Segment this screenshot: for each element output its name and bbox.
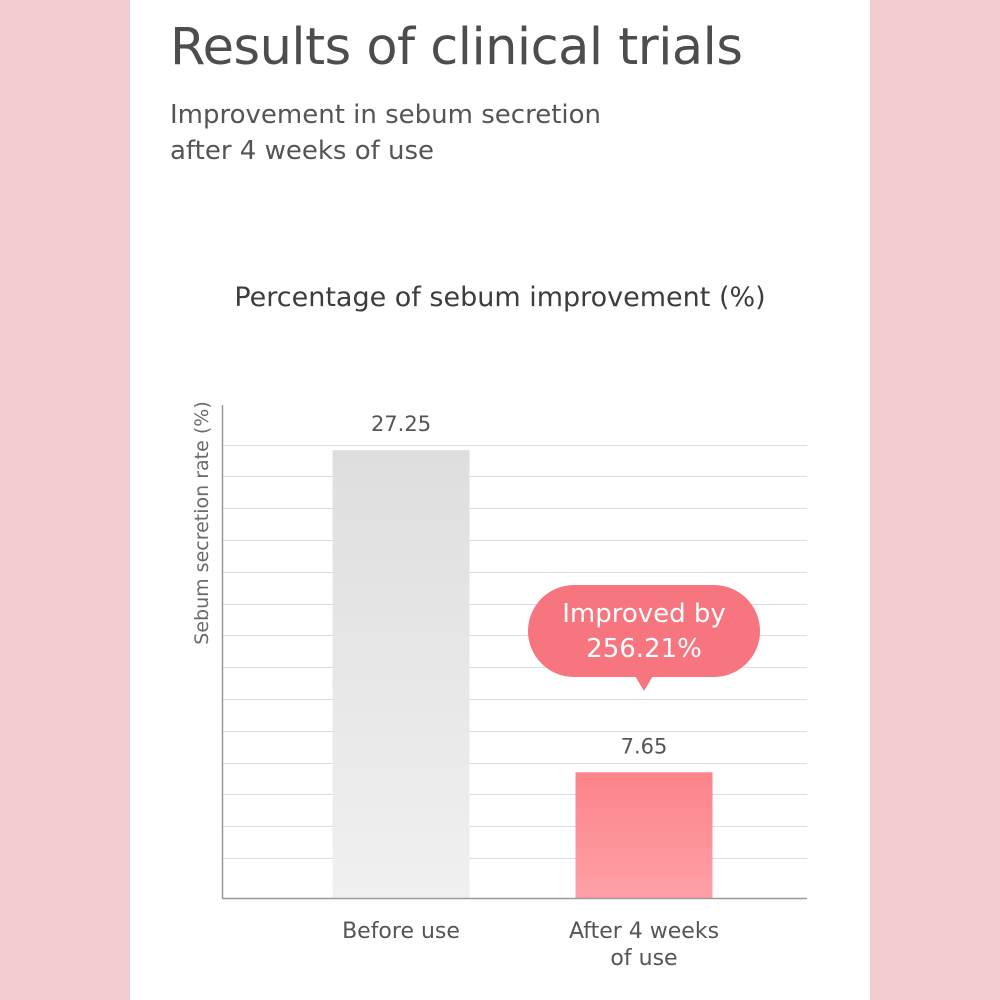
callout-bubble xyxy=(528,585,760,677)
callout-pointer xyxy=(635,676,653,691)
category-label: of use xyxy=(610,946,677,971)
y-axis-label: Sebum secretion rate (%) xyxy=(191,401,213,644)
content-card xyxy=(130,0,870,1000)
bar-value-label: 27.25 xyxy=(371,412,431,436)
bar-value-label: 7.65 xyxy=(621,734,668,758)
axes xyxy=(221,405,807,900)
bars xyxy=(332,450,713,898)
chart-title: Percentage of sebum improvement (%) xyxy=(234,282,766,313)
gridlines xyxy=(222,445,807,859)
subtitle-line-2: after 4 weeks of use xyxy=(170,136,435,166)
improvement-callout: Improved by 256.21% xyxy=(528,585,760,691)
category-label: Before use xyxy=(342,919,460,944)
subtitle-line-1: Improvement in sebum secretion xyxy=(170,100,602,130)
bar-before-use xyxy=(332,450,470,898)
category-label: After 4 weeks xyxy=(569,919,719,944)
bar-after-4-weeks xyxy=(575,772,713,898)
callout-text: Improved by xyxy=(562,599,726,629)
callout-text: 256.21% xyxy=(586,634,702,664)
page-title: Results of clinical trials xyxy=(170,18,743,77)
